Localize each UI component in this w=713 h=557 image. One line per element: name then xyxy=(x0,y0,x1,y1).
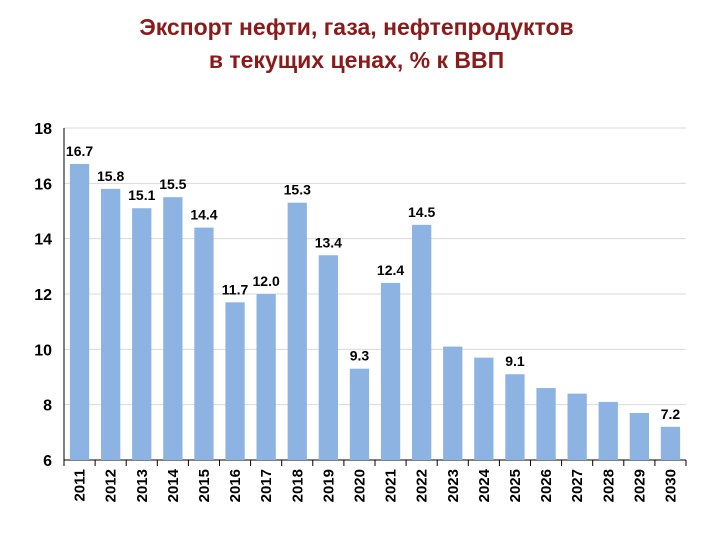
bar-2016 xyxy=(225,302,245,460)
data-label-2025: 9.1 xyxy=(505,353,525,369)
data-label-2011: 16.7 xyxy=(66,143,93,159)
data-label-2019: 13.4 xyxy=(315,234,342,250)
x-tick-label: 2027 xyxy=(569,469,586,502)
chart-title-line-1: Экспорт нефти, газа, нефтепродуктов xyxy=(139,14,574,40)
x-tick-label: 2025 xyxy=(507,469,524,502)
data-label-2020: 9.3 xyxy=(350,348,370,364)
data-label-2030: 7.2 xyxy=(661,406,681,422)
x-tick-label: 2017 xyxy=(258,469,275,502)
x-tick-label: 2030 xyxy=(662,469,679,502)
bar-2028 xyxy=(598,401,618,460)
x-tick-label: 2022 xyxy=(414,469,431,502)
bar-2012 xyxy=(101,188,121,460)
data-label-2016: 11.7 xyxy=(222,281,249,297)
x-tick-label: 2011 xyxy=(72,469,89,502)
data-label-2021: 12.4 xyxy=(377,262,404,278)
y-tick-label: 14 xyxy=(34,232,52,249)
bar-2014 xyxy=(163,197,183,460)
y-tick-label: 8 xyxy=(43,398,52,415)
data-label-2017: 12.0 xyxy=(253,273,280,289)
x-tick-label: 2026 xyxy=(538,469,555,502)
chart-title-line-2: в текущих ценах, % к ВВП xyxy=(208,47,505,73)
bar-2022 xyxy=(412,224,432,460)
y-tick-label: 18 xyxy=(34,121,52,138)
y-tick-label: 6 xyxy=(43,453,52,470)
bar-2027 xyxy=(567,393,587,460)
bar-2025 xyxy=(505,374,525,460)
x-tick-label: 2021 xyxy=(383,469,400,502)
bar-2029 xyxy=(629,412,649,460)
x-tick-label: 2020 xyxy=(351,469,368,502)
bar-2013 xyxy=(132,208,152,460)
bar-2023 xyxy=(443,346,463,460)
data-label-2018: 15.3 xyxy=(284,182,311,198)
data-label-2022: 14.5 xyxy=(408,204,435,220)
x-tick-label: 2015 xyxy=(196,469,213,502)
bar-2017 xyxy=(256,294,276,460)
x-tick-label: 2013 xyxy=(134,469,151,502)
x-tick-label: 2028 xyxy=(600,469,617,502)
bar-2030 xyxy=(660,426,681,460)
x-tick-label: 2029 xyxy=(631,469,648,502)
x-tick-label: 2024 xyxy=(476,468,493,502)
data-label-2014: 15.5 xyxy=(159,176,186,192)
y-tick-label: 12 xyxy=(34,287,52,304)
bar-2020 xyxy=(349,368,370,460)
y-tick-label: 10 xyxy=(34,342,52,359)
x-tick-label: 2012 xyxy=(103,469,120,502)
bar-2024 xyxy=(474,357,494,460)
data-label-2013: 15.1 xyxy=(128,187,155,203)
data-label-2015: 14.4 xyxy=(190,207,217,223)
bar-2026 xyxy=(536,388,556,460)
x-tick-label: 2014 xyxy=(165,468,182,502)
x-tick-label: 2019 xyxy=(320,469,337,502)
bar-2011 xyxy=(69,163,90,460)
bar-2021 xyxy=(380,282,401,460)
x-tick-label: 2023 xyxy=(445,469,462,502)
bar-2015 xyxy=(194,227,214,460)
x-tick-label: 2018 xyxy=(289,469,306,502)
data-label-2012: 15.8 xyxy=(97,168,124,184)
y-tick-label: 16 xyxy=(34,176,52,193)
bar-2018 xyxy=(287,202,307,460)
bar-2019 xyxy=(318,255,338,460)
x-tick-label: 2016 xyxy=(227,469,244,502)
